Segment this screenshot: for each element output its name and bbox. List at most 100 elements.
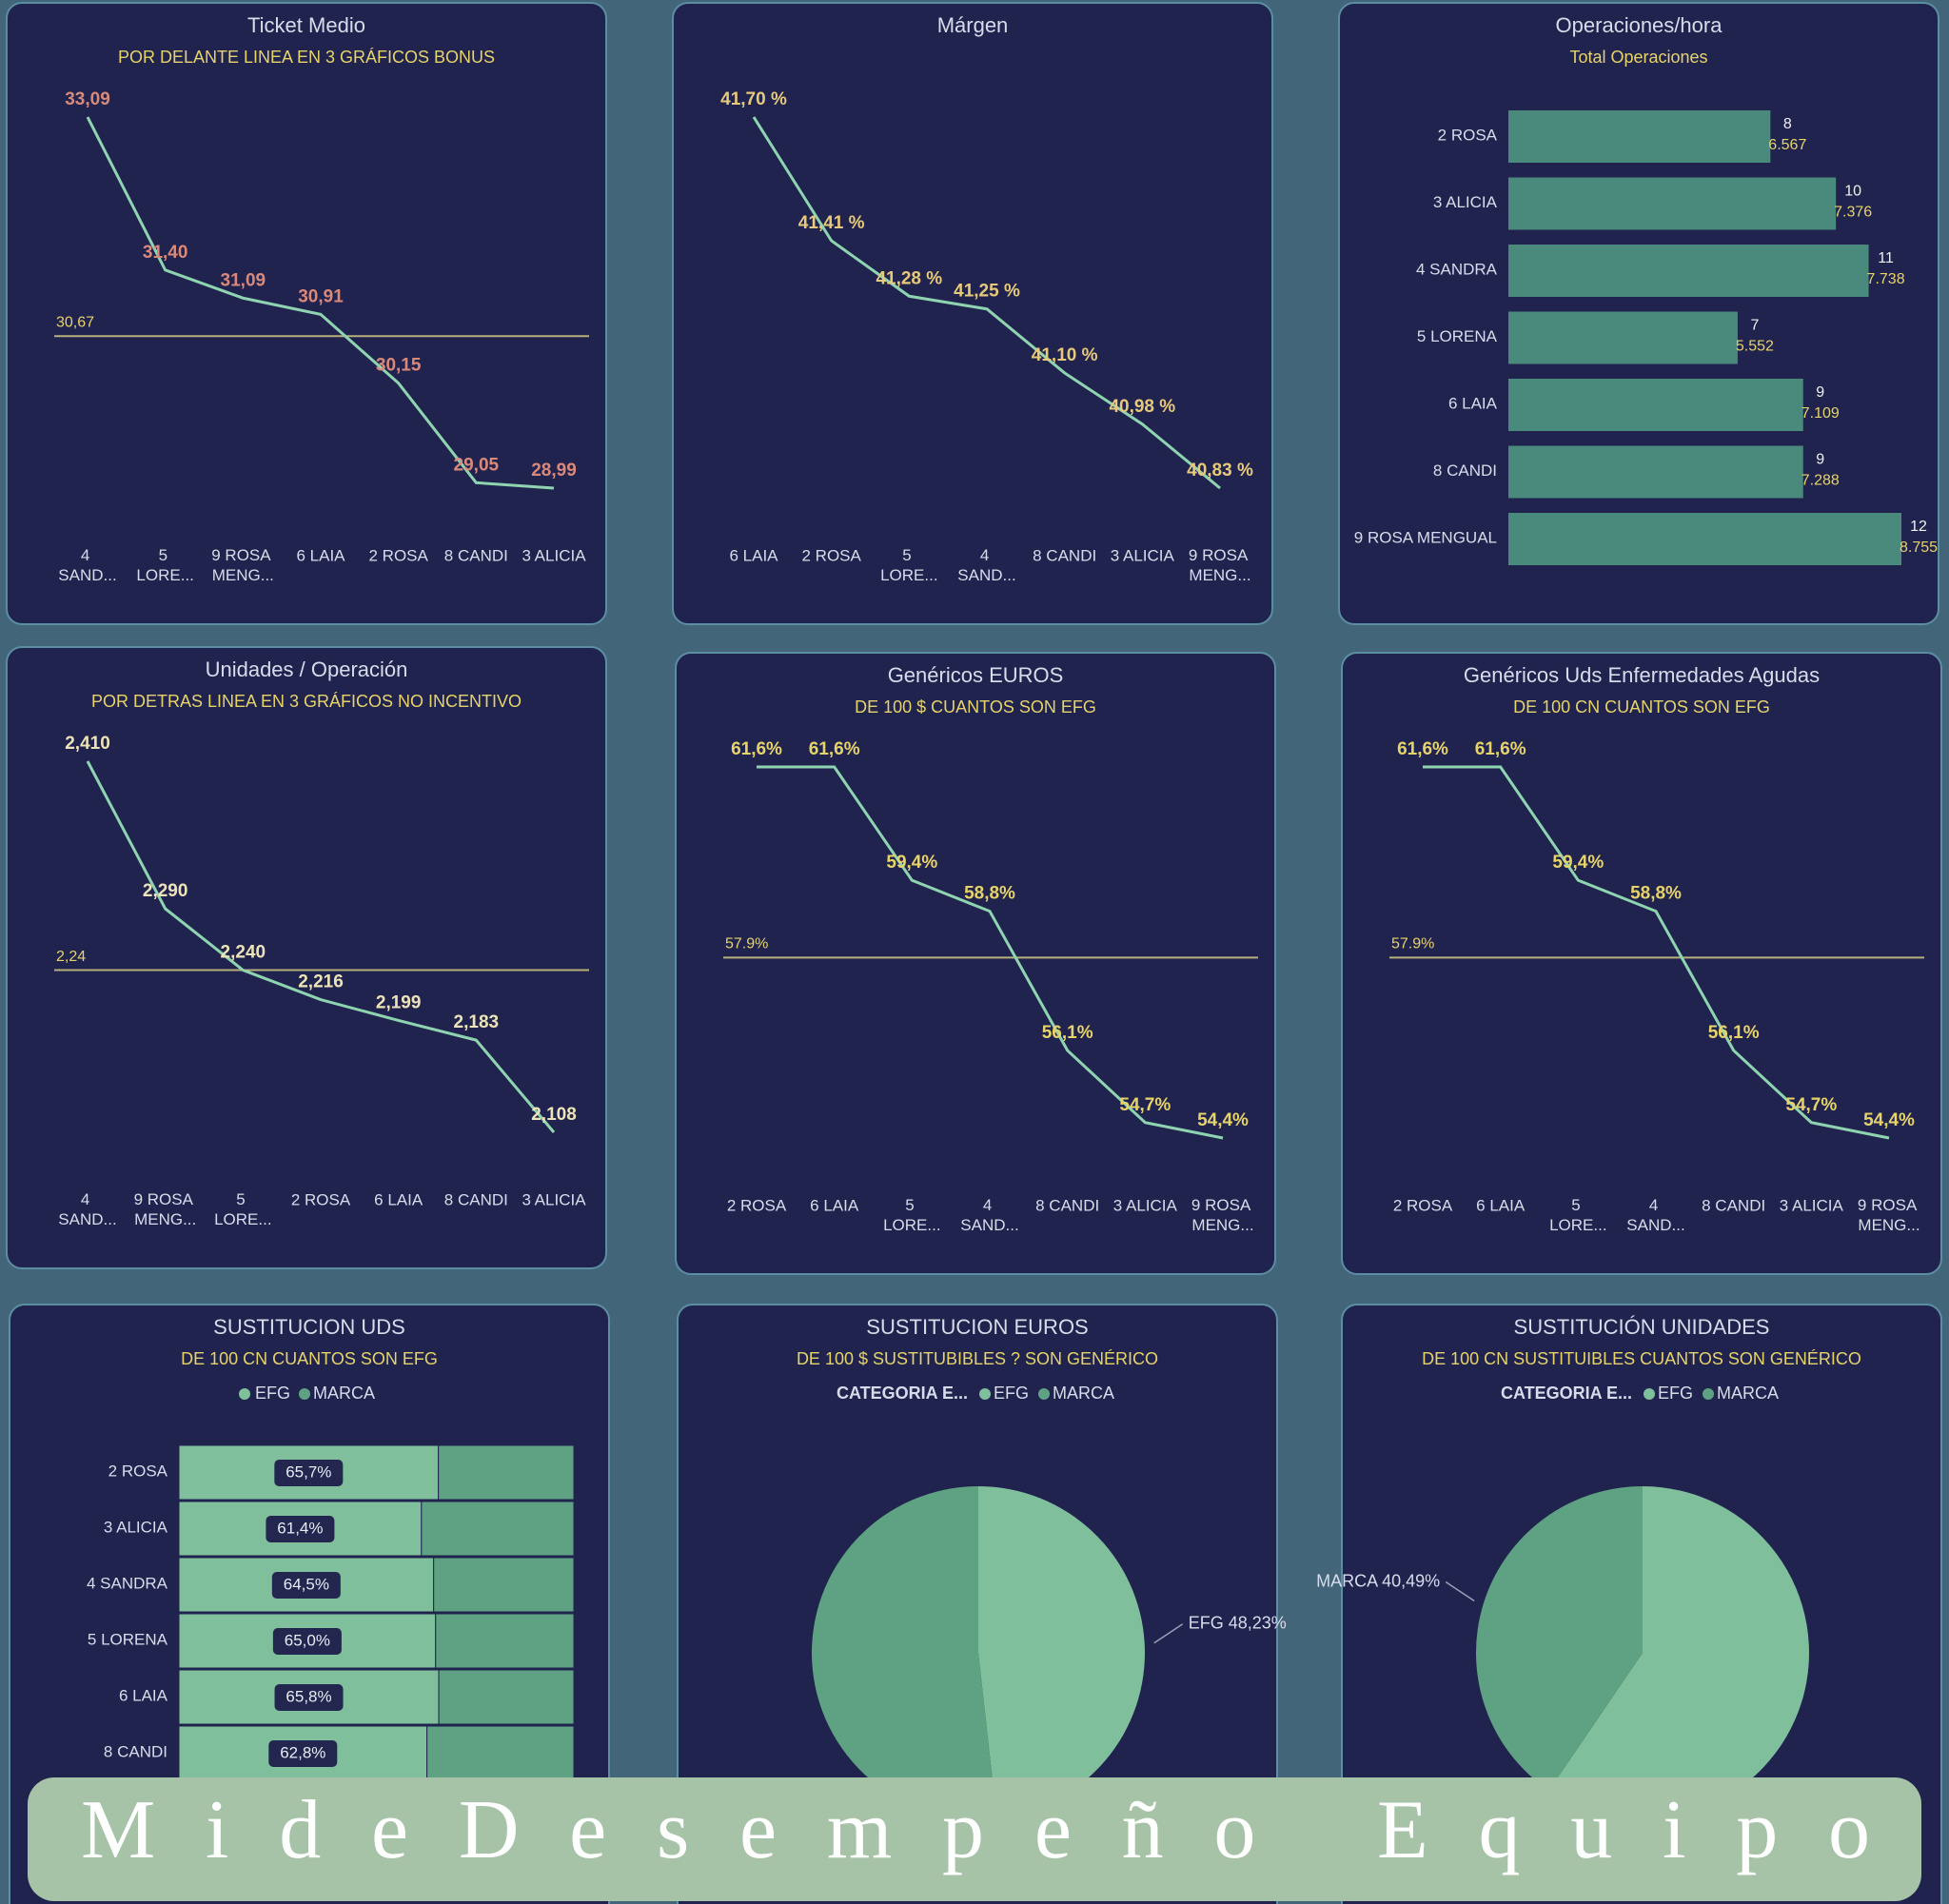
data-label: 8 xyxy=(1783,116,1792,132)
reference-label: 57.9% xyxy=(1391,936,1434,952)
data-label: 40,98 % xyxy=(1109,397,1175,417)
chart-subtitle: POR DELANTE LINEA EN 3 GRÁFICOS BONUS xyxy=(118,48,495,67)
leader-line xyxy=(1153,1623,1184,1644)
data-label: 65,7% xyxy=(285,1462,331,1481)
total-label: 7.738 xyxy=(1867,271,1905,287)
bar xyxy=(1508,110,1771,163)
x-tick-label: 9 ROSA MENG... xyxy=(211,546,274,584)
total-label: 6.567 xyxy=(1768,137,1806,153)
reference-label: 57.9% xyxy=(725,936,768,952)
x-tick-label: 8 CANDI xyxy=(444,546,508,564)
y-tick-label: 2 ROSA xyxy=(108,1462,168,1480)
y-tick-label: 2 ROSA xyxy=(1438,126,1498,144)
chart-subtitle: DE 100 CN SUSTITUIBLES CUANTOS SON GENÉR… xyxy=(1422,1349,1861,1368)
bar-segment xyxy=(438,1669,575,1725)
x-tick-label: 8 CANDI xyxy=(1035,1196,1099,1214)
legend-label: EFG xyxy=(255,1384,290,1403)
x-tick-label: 6 LAIA xyxy=(729,546,778,564)
y-tick-label: 5 LORENA xyxy=(1417,327,1498,345)
y-tick-label: 3 ALICIA xyxy=(104,1518,168,1536)
x-tick-label: 5 LORE... xyxy=(136,546,193,584)
data-label: 11 xyxy=(1878,250,1894,266)
y-tick-label: 6 LAIA xyxy=(119,1686,168,1704)
x-tick-label: 3 ALICIA xyxy=(1111,546,1175,564)
legend-marker xyxy=(1038,1388,1050,1400)
chart-title: Ticket Medio xyxy=(247,13,365,37)
x-tick-label: 5 LORE... xyxy=(880,546,937,584)
data-label: 2,199 xyxy=(376,992,422,1012)
legend-title: CATEGORIA E... xyxy=(1501,1384,1632,1403)
data-label: 41,28 % xyxy=(876,268,942,288)
data-label: 61,6% xyxy=(1397,739,1448,759)
data-label: 7 xyxy=(1750,318,1759,334)
label-box xyxy=(266,1516,335,1542)
data-label: 61,6% xyxy=(809,739,860,759)
x-tick-label: 9 ROSA MENG... xyxy=(134,1190,197,1228)
line xyxy=(1423,765,1890,1140)
x-tick-label: 3 ALICIA xyxy=(1780,1196,1844,1214)
bar-segment xyxy=(433,1557,575,1613)
x-tick-label: 3 ALICIA xyxy=(1113,1196,1178,1214)
data-label: 30,91 xyxy=(298,286,344,306)
data-label: 41,70 % xyxy=(720,89,787,109)
data-label: 58,8% xyxy=(1630,884,1682,904)
legend-label: EFG xyxy=(994,1384,1029,1403)
data-label: 2,108 xyxy=(531,1105,577,1125)
label-box xyxy=(272,1628,342,1655)
pie-slice xyxy=(1476,1486,1643,1791)
data-label: 2,240 xyxy=(221,943,266,963)
data-label: 40,83 % xyxy=(1187,461,1253,481)
chart-title: Operaciones/hora xyxy=(1556,13,1723,37)
chart-title: SUSTITUCION EUROS xyxy=(866,1315,1088,1339)
legend-label: MARCA xyxy=(313,1384,375,1403)
y-tick-label: 8 CANDI xyxy=(1433,461,1497,480)
x-tick-label: 9 ROSA MENG... xyxy=(1189,546,1251,584)
chart-title: Márgen xyxy=(937,13,1009,37)
x-tick-label: 4 SAND... xyxy=(58,1190,116,1228)
line xyxy=(86,116,555,490)
data-label: 2,410 xyxy=(65,734,110,754)
bar-segment xyxy=(438,1444,575,1501)
data-label: 64,5% xyxy=(284,1575,329,1593)
total-label: 7.288 xyxy=(1801,473,1840,489)
data-label: MARCA 40,49% xyxy=(1316,1571,1440,1590)
legend-label: MARCA xyxy=(1053,1384,1114,1403)
chart-subtitle: DE 100 $ CUANTOS SON EFG xyxy=(855,697,1096,716)
bar-segment xyxy=(435,1613,575,1669)
data-label: 33,09 xyxy=(65,89,110,109)
x-tick-label: 3 ALICIA xyxy=(522,546,586,564)
data-label: 58,8% xyxy=(964,884,1015,904)
label-box xyxy=(268,1740,338,1767)
data-label: 61,4% xyxy=(277,1519,323,1537)
data-label: 65,8% xyxy=(285,1687,331,1705)
data-label: 41,25 % xyxy=(954,282,1020,302)
data-label: 9 xyxy=(1816,384,1824,401)
data-label: 62,8% xyxy=(280,1743,325,1761)
bar xyxy=(1508,245,1869,297)
bar xyxy=(1508,311,1738,364)
bar xyxy=(1508,379,1803,431)
leader-line xyxy=(1445,1580,1475,1602)
line xyxy=(757,765,1224,1140)
y-tick-label: 3 ALICIA xyxy=(1433,193,1498,211)
legend-label: MARCA xyxy=(1717,1384,1779,1403)
data-label: 31,40 xyxy=(143,243,188,263)
data-label: 41,41 % xyxy=(798,213,865,233)
y-tick-label: 8 CANDI xyxy=(104,1742,167,1760)
data-label: 31,09 xyxy=(221,270,266,290)
x-tick-label: 5 LORE... xyxy=(883,1196,940,1234)
reference-label: 2,24 xyxy=(56,949,86,965)
line xyxy=(86,760,556,1133)
panel xyxy=(1341,652,1942,1275)
label-box xyxy=(271,1572,341,1599)
x-tick-label: 8 CANDI xyxy=(1033,546,1096,564)
label-box xyxy=(274,1460,344,1486)
data-label: 2,216 xyxy=(298,972,344,992)
panel xyxy=(6,2,607,625)
total-label: 5.552 xyxy=(1736,339,1774,355)
chart-subtitle: DE 100 CN CUANTOS SON EFG xyxy=(1513,697,1770,716)
legend-marker xyxy=(1644,1388,1655,1400)
chart-title: Genéricos Uds Enfermedades Agudas xyxy=(1464,663,1820,687)
